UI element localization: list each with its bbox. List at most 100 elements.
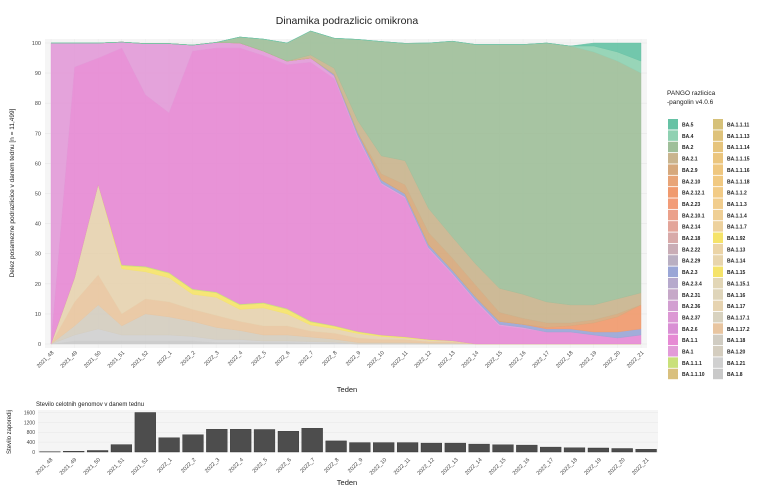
legend-label: BA.1.1.14 [727, 145, 750, 151]
legend-label: BA.1.1 [682, 338, 698, 344]
legend-swatch [713, 153, 723, 164]
legend-swatch [668, 312, 678, 323]
legend-swatch [713, 289, 723, 300]
legend-swatch [713, 176, 723, 187]
legend-swatch [668, 233, 678, 244]
legend-title: PANGO razlicica [667, 90, 716, 97]
x-tick-label: 2022_20 [607, 457, 626, 476]
bar-2022_19 [588, 448, 609, 452]
x-tick-label: 2022_8 [323, 457, 340, 474]
legend-label: BA.1.8 [727, 372, 743, 378]
x-tick-label: 2022_12 [417, 457, 436, 476]
legend-label: BA.1.14 [727, 259, 746, 265]
legend-label: BA.2.3.4 [682, 281, 702, 287]
legend-swatch [713, 301, 723, 312]
bar-2022_1 [159, 438, 180, 452]
legend-swatch [668, 142, 678, 153]
bar-chart-title: Stevilo celotnih genomov v danem tednu [36, 402, 144, 408]
legend-swatch [668, 323, 678, 334]
x-tick-label: 2022_19 [579, 350, 598, 369]
x-tick-label: 2022_11 [393, 457, 412, 476]
legend-swatch [713, 130, 723, 141]
legend-label: BA.1.1.16 [727, 168, 750, 174]
legend-label: BA.1.17.1 [727, 315, 750, 321]
bar-2022_4 [230, 429, 251, 452]
x-tick-label: 2022_2 [180, 350, 197, 367]
legend-swatch [668, 176, 678, 187]
x-tick-label: 2022_19 [583, 457, 602, 476]
y-tick-label: 1600 [24, 410, 35, 416]
y-tick-label: 90 [35, 71, 41, 77]
legend-label: BA.1.92 [727, 236, 746, 242]
y-tick-label: 70 [35, 131, 41, 137]
legend-label: BA.2.36 [682, 304, 701, 310]
bar-2022_16 [516, 445, 537, 452]
legend-swatch [713, 255, 723, 266]
legend-swatch [713, 210, 723, 221]
y-tick-label: 60 [35, 161, 41, 167]
y-tick-label: 10 [35, 312, 41, 318]
legend-label: BA.1.1.3 [727, 202, 747, 208]
bar-2021_50 [87, 451, 108, 453]
legend-swatch [668, 357, 678, 368]
legend-swatch [713, 346, 723, 357]
x-tick-label: 2022_11 [390, 350, 409, 369]
legend-label: BA.5 [682, 123, 694, 129]
legend-label: BA.2.18 [682, 236, 701, 242]
bar-2022_9 [350, 443, 371, 452]
legend-label: BA.1.1.18 [727, 179, 750, 185]
x-tick-label: 2022_13 [437, 350, 456, 369]
x-tick-label: 2022_9 [345, 350, 362, 367]
bar-2022_5 [254, 430, 275, 453]
x-tick-label: 2022_3 [203, 350, 220, 367]
legend-swatch [713, 142, 723, 153]
x-tick-label: 2022_7 [299, 457, 316, 474]
legend-label: BA.1.1.11 [727, 123, 749, 129]
legend-swatch [668, 278, 678, 289]
x-tick-label: 2022_20 [602, 350, 621, 369]
bar-2022_17 [540, 447, 561, 452]
legend-label: BA.1.13 [727, 247, 746, 253]
legend-label: BA.2.1 [682, 157, 698, 163]
legend-label: BA.2.12.1 [682, 191, 705, 197]
x-tick-label: 2021_50 [83, 350, 102, 369]
legend-label: BA.2.37 [682, 315, 701, 321]
legend-swatch [713, 187, 723, 198]
legend-swatch [668, 198, 678, 209]
bar-2022_12 [421, 443, 442, 452]
y-tick-label: 40 [35, 222, 41, 228]
y-tick-label: 20 [35, 282, 41, 288]
x-tick-label: 2022_8 [321, 350, 338, 367]
legend-swatch [668, 255, 678, 266]
legend-label: BA.1.1.15 [727, 157, 750, 163]
legend-label: BA.1.1.1 [682, 361, 702, 367]
bar-2022_18 [564, 448, 585, 452]
legend-label: BA.2.3 [682, 270, 698, 276]
bar-2022_15 [493, 445, 514, 452]
legend-swatch [713, 323, 723, 334]
legend-label: BA.1.1.10 [682, 372, 705, 378]
bar-2021_49 [63, 451, 84, 452]
legend-label: BA.2.10 [682, 179, 701, 185]
x-tick-label: 2021_49 [60, 350, 79, 369]
legend-label: BA.2.22 [682, 247, 701, 253]
x-tick-label: 2021_48 [36, 350, 55, 369]
x-tick-label: 2022_13 [440, 457, 459, 476]
legend-label: BA.1.1.2 [727, 191, 747, 197]
y-tick-label: 800 [27, 430, 36, 436]
y-tick-label: 0 [32, 450, 35, 456]
bar-2022_8 [326, 441, 347, 452]
x-tick-label: 2021_51 [107, 457, 126, 476]
x-tick-label: 2022_21 [626, 350, 645, 369]
legend: PANGO razlicica-pangolin v4.0.6BA.5BA.4B… [667, 90, 750, 379]
x-tick-label: 2022_4 [227, 350, 244, 367]
bar-2022_10 [373, 443, 394, 452]
bar-2022_2 [183, 435, 204, 452]
x-tick-label: 2022_18 [555, 350, 574, 369]
legend-swatch [713, 369, 723, 380]
area-chart-x-axis-label: Teden [337, 385, 357, 394]
legend-label: BA.2.29 [682, 259, 701, 265]
legend-swatch [668, 164, 678, 175]
